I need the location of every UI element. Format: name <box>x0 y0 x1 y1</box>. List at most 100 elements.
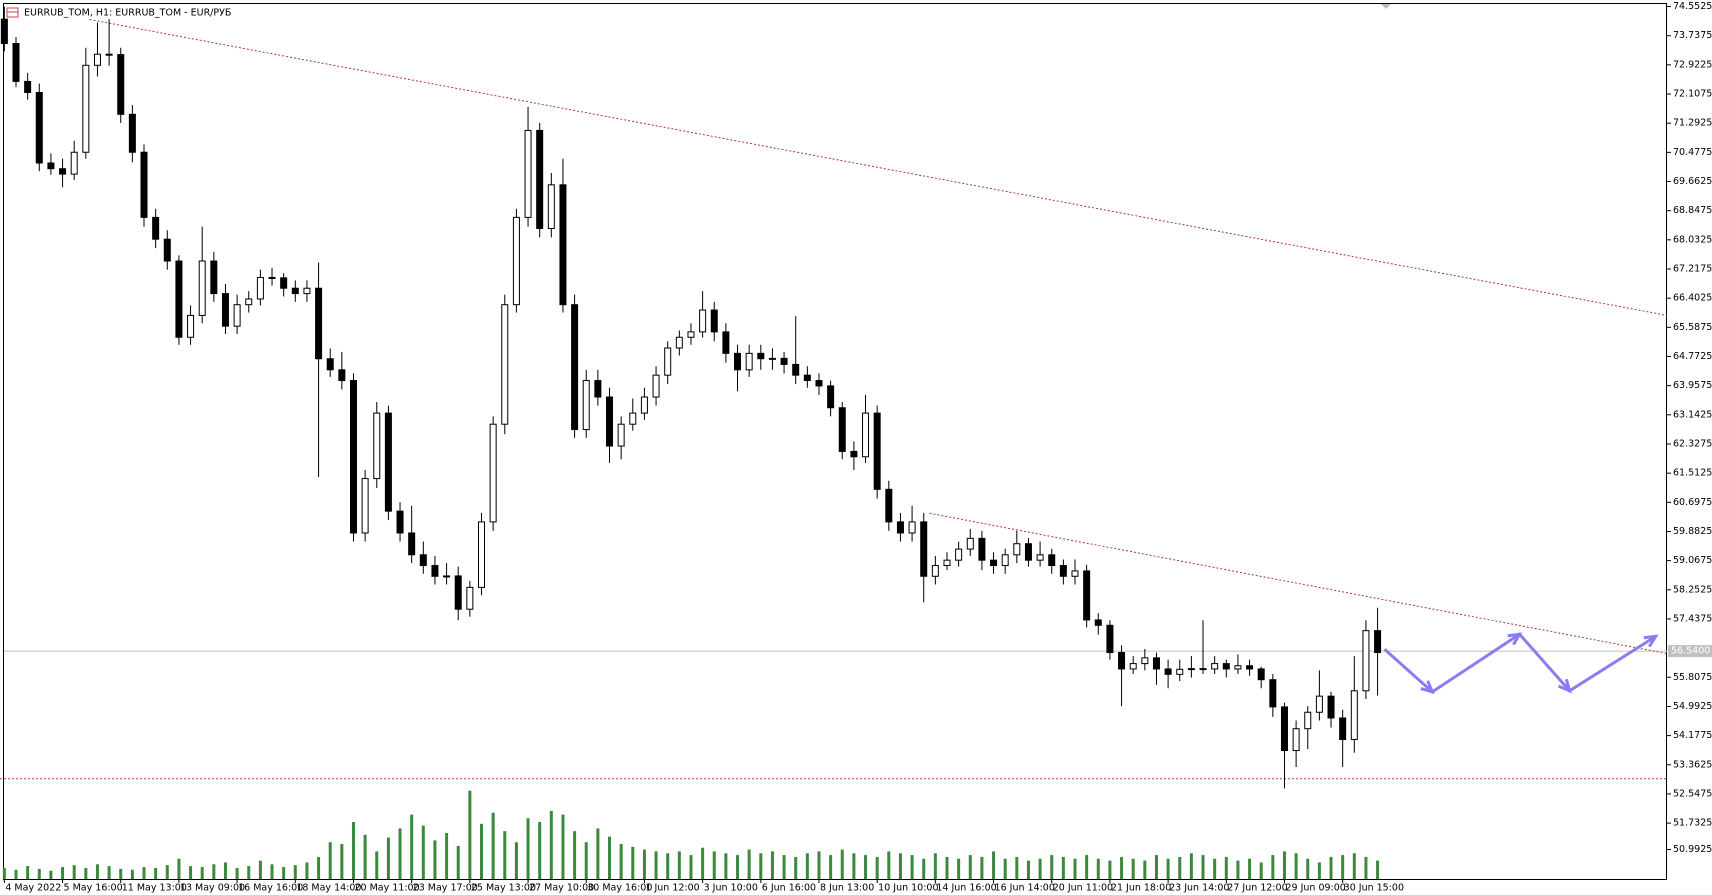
candle-body <box>140 151 148 218</box>
trend-line <box>89 19 1668 316</box>
y-tick-label: 63.1425 <box>1673 409 1712 420</box>
volume-bar <box>689 855 693 879</box>
candle-body <box>699 309 707 333</box>
y-tick-label: 59.8825 <box>1673 526 1712 537</box>
candle-body <box>24 80 32 93</box>
volume-bar <box>1201 855 1205 879</box>
volume-bar <box>1376 860 1380 879</box>
x-tick-label: 30 May 16:00 <box>587 883 652 894</box>
volume-bar <box>1050 855 1054 879</box>
y-tick-label: 62.3275 <box>1673 438 1712 449</box>
volume-bar <box>1317 862 1321 879</box>
candle-body <box>1350 690 1358 740</box>
volume-bar <box>840 849 844 879</box>
volume-bar <box>189 866 193 879</box>
x-tick-label: 16 Jun 14:00 <box>995 883 1055 894</box>
x-tick-label: 11 May 13:00 <box>122 883 187 894</box>
volume-bar <box>14 869 18 879</box>
candle-body <box>1071 570 1079 577</box>
candle-body <box>896 521 904 534</box>
candle-body <box>419 554 427 567</box>
x-tick-label: 25 May 13:00 <box>471 883 536 894</box>
candle-body <box>931 565 939 577</box>
volume-bar <box>677 851 681 879</box>
candle-body <box>396 510 404 534</box>
x-tick-label: 30 Jun 15:00 <box>1344 883 1404 894</box>
candle-body <box>955 548 963 561</box>
candle-body <box>1059 565 1067 577</box>
candle-body <box>128 113 136 153</box>
x-tick-label: 16 May 16:00 <box>238 883 303 894</box>
candle-body <box>1292 728 1300 752</box>
volume-bar <box>375 851 379 879</box>
volume-bar <box>933 853 937 879</box>
price-label-box <box>1668 645 1712 658</box>
volume-bar <box>526 818 530 879</box>
volume-bar <box>479 823 483 879</box>
volume-bar <box>584 842 588 879</box>
volume-bar <box>747 849 751 879</box>
volume-bar <box>992 851 996 879</box>
volume-bar <box>468 790 472 879</box>
candle-body <box>512 216 520 306</box>
candle-body <box>1234 665 1242 670</box>
volume-bar <box>328 842 332 879</box>
forecast-arrowhead <box>1507 632 1523 646</box>
forecast-arrowhead <box>1420 680 1435 695</box>
y-tick-label: 68.8475 <box>1673 205 1712 216</box>
volume-bar <box>456 845 460 879</box>
candle-body <box>1187 668 1195 671</box>
volume-bar <box>398 828 402 879</box>
candle-body <box>1118 651 1126 670</box>
candle-body <box>1269 679 1277 708</box>
candle-body <box>838 407 846 452</box>
volume-bar <box>200 867 204 879</box>
candle-body <box>524 129 532 218</box>
candle-body <box>408 532 416 556</box>
y-tick-label: 68.0325 <box>1673 234 1712 245</box>
candle-body <box>384 412 392 512</box>
volume-bar <box>642 849 646 879</box>
candle-body <box>210 260 218 295</box>
volume-bar <box>875 856 879 879</box>
y-tick-label: 57.4375 <box>1673 613 1712 624</box>
volume-bar <box>514 842 518 879</box>
x-tick-label: 21 Jun 18:00 <box>1111 883 1171 894</box>
x-tick-label: 18 May 14:00 <box>296 883 361 894</box>
volume-bar <box>421 825 425 879</box>
volume-bar <box>538 821 542 879</box>
volume-bar <box>1352 853 1356 879</box>
candle-body <box>780 357 788 365</box>
y-tick-label: 67.2175 <box>1673 263 1712 274</box>
candle-body <box>675 336 683 349</box>
volume-bar <box>212 864 216 879</box>
volume-bar <box>142 867 146 879</box>
candle-body <box>873 412 881 490</box>
candle-body <box>117 54 125 115</box>
volume-bar <box>386 837 390 879</box>
volume-bar <box>270 864 274 879</box>
volume-bar <box>351 821 355 879</box>
candle-body <box>361 478 369 534</box>
candle-body <box>1374 630 1382 653</box>
candle-body <box>1083 570 1091 621</box>
candle-body <box>582 380 590 431</box>
candle-body <box>82 64 90 153</box>
volume-bar <box>1096 858 1100 879</box>
candle-body <box>1222 663 1230 670</box>
volume-bar <box>1341 855 1345 879</box>
volume-bar <box>154 867 158 879</box>
volume-bar <box>2 867 6 879</box>
volume-bar <box>561 814 565 879</box>
candle-body <box>722 331 730 354</box>
candle-body <box>990 559 998 567</box>
volume-bar <box>1003 858 1007 879</box>
candle-body <box>1339 717 1347 740</box>
y-tick-label: 66.4025 <box>1673 293 1712 304</box>
candle-body <box>1199 668 1207 671</box>
volume-bar <box>736 855 740 879</box>
volume-bar <box>596 828 600 879</box>
x-tick-label: 8 Jun 13:00 <box>820 883 874 894</box>
volume-bar <box>817 851 821 879</box>
y-tick-label: 60.6975 <box>1673 497 1712 508</box>
